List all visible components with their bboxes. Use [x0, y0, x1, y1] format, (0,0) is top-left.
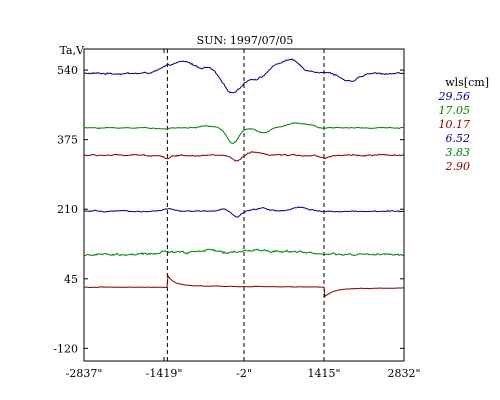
y-tick-label-3: 45 — [64, 273, 78, 286]
series-line-3 — [83, 206, 405, 218]
y-axis-label: Ta,V — [60, 44, 86, 57]
series-line-2 — [83, 151, 405, 162]
legend-entry-5: 2.90 — [445, 160, 471, 173]
y-ticks: 540 375 210 45 -120 — [53, 64, 404, 355]
x-tick-label-4: 2832" — [387, 367, 420, 380]
series-lines — [83, 58, 405, 298]
y-tick-label-4: -120 — [53, 342, 78, 355]
x-tick-label-1: -1419" — [146, 367, 183, 380]
y-tick-label-2: 210 — [57, 203, 78, 216]
x-tick-label-3: 1415" — [307, 367, 340, 380]
legend-entry-0: 29.56 — [438, 90, 471, 103]
series-line-5 — [83, 274, 405, 298]
legend-title: wls[cm] — [445, 76, 489, 89]
legend-entry-4: 3.83 — [446, 146, 471, 159]
y-tick-label-0: 540 — [57, 64, 78, 77]
chart-title: SUN: 1997/07/05 — [197, 34, 294, 47]
series-line-4 — [83, 248, 405, 257]
x-ticks: -2837" -1419" -2" 1415" 2832" — [66, 49, 421, 380]
series-line-1 — [84, 122, 405, 144]
reference-lines — [166, 49, 325, 361]
y-tick-label-1: 375 — [57, 134, 78, 147]
legend-entry-1: 17.05 — [439, 104, 471, 117]
legend-entry-3: 6.52 — [446, 132, 471, 145]
x-tick-label-2: -2" — [236, 367, 252, 380]
legend-entry-2: 10.17 — [439, 118, 471, 131]
series-line-0 — [83, 58, 405, 94]
x-tick-label-0: -2837" — [66, 367, 103, 380]
